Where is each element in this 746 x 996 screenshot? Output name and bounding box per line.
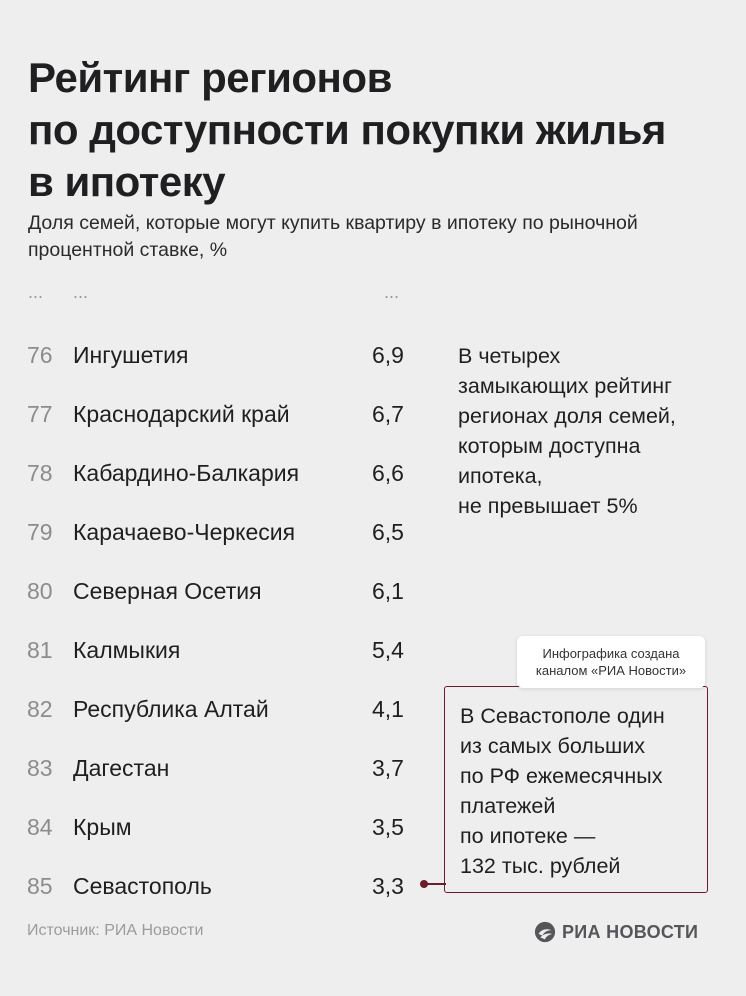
note-line: регионах доля семей, [458, 404, 676, 428]
rank-number: 79 [27, 519, 53, 545]
share-value: 6,5 [372, 519, 404, 545]
ranking-row: 79 Карачаево-Черкесия 6,5 [0, 519, 430, 559]
rank-number: 81 [27, 637, 53, 663]
bottom-four-note: В четырех замыкающих рейтинг регионах до… [458, 341, 728, 521]
source-label: Источник: РИА Новости [27, 922, 204, 939]
ranking-row: 77 Краснодарский край 6,7 [0, 401, 430, 441]
sevastopol-callout: В Севастополе один из самых больших по Р… [444, 686, 708, 893]
ranking-row: 80 Северная Осетия 6,1 [0, 578, 430, 618]
callout-line: В Севастополе один [460, 704, 665, 728]
logo-text: РИА НОВОСТИ [562, 921, 699, 942]
callout-connector-line [424, 883, 446, 885]
share-value: 6,7 [372, 401, 404, 427]
rank-number: 82 [27, 696, 53, 722]
region-ellipsis: ... [73, 282, 89, 302]
region-name: Дагестан [73, 755, 170, 781]
subtitle: Доля семей, которые могут купить квартир… [28, 212, 638, 261]
credit-line-2: каналом «РИА Новости» [535, 663, 687, 678]
share-value: 3,5 [372, 814, 404, 840]
callout-line: по ипотеке — [460, 824, 596, 848]
rank-number: 77 [27, 401, 53, 427]
ranking-row: 81 Калмыкия 5,4 [0, 637, 430, 677]
callout-connector-dot [420, 880, 428, 888]
ria-novosti-logo-icon [534, 921, 556, 943]
region-name: Северная Осетия [73, 578, 262, 604]
note-line: замыкающих рейтинг [458, 374, 672, 398]
region-name: Ингушетия [73, 342, 189, 368]
callout-line: платежей [460, 794, 556, 818]
share-value: 3,3 [372, 873, 404, 899]
share-value: 6,6 [372, 460, 404, 486]
region-name: Крым [73, 814, 132, 840]
callout-line: по РФ ежемесячных [460, 764, 663, 788]
rank-ellipsis: ... [28, 282, 44, 302]
ranking-row: 78 Кабардино-Балкария 6,6 [0, 460, 430, 500]
region-name: Севастополь [73, 873, 212, 899]
region-name: Карачаево-Черкесия [73, 519, 296, 545]
callout-line: 132 тыс. рублей [460, 854, 621, 878]
title-line-1: Рейтинг регионов [28, 54, 392, 101]
region-name: Кабардино-Балкария [73, 460, 300, 486]
rank-number: 78 [27, 460, 53, 486]
share-value: 6,9 [372, 342, 404, 368]
value-ellipsis: ... [384, 282, 400, 302]
note-line: которым доступна [458, 434, 641, 458]
ranking-row: 83 Дагестан 3,7 [0, 755, 430, 795]
rank-number: 83 [27, 755, 53, 781]
region-name: Краснодарский край [73, 401, 290, 427]
page-title: Рейтинг регионов по доступности покупки … [28, 52, 728, 208]
share-value: 4,1 [372, 696, 404, 722]
rank-number: 84 [27, 814, 53, 840]
region-name: Калмыкия [73, 637, 181, 663]
share-value: 5,4 [372, 637, 404, 663]
note-line: ипотека, [458, 464, 543, 488]
credit-badge: Инфографика создана каналом «РИА Новости… [517, 636, 705, 688]
ranking-row: 76 Ингушетия 6,9 [0, 342, 430, 382]
rank-number: 85 [27, 873, 53, 899]
ranking-row: 85 Севастополь 3,3 [0, 873, 430, 913]
share-value: 6,1 [372, 578, 404, 604]
region-name: Республика Алтай [73, 696, 269, 722]
rank-number: 76 [27, 342, 53, 368]
ria-novosti-logo: РИА НОВОСТИ [534, 920, 698, 944]
ranking-row: 84 Крым 3,5 [0, 814, 430, 854]
title-line-3: в ипотеку [28, 158, 226, 205]
callout-line: из самых больших [460, 734, 646, 758]
ranking-row: 82 Республика Алтай 4,1 [0, 696, 430, 736]
credit-line-1: Инфографика создана [542, 646, 680, 661]
title-line-2: по доступности покупки жилья [28, 106, 666, 153]
share-value: 3,7 [372, 755, 404, 781]
note-line: В четырех [458, 344, 561, 368]
note-line: не превышает 5% [458, 494, 638, 518]
rank-number: 80 [27, 578, 53, 604]
